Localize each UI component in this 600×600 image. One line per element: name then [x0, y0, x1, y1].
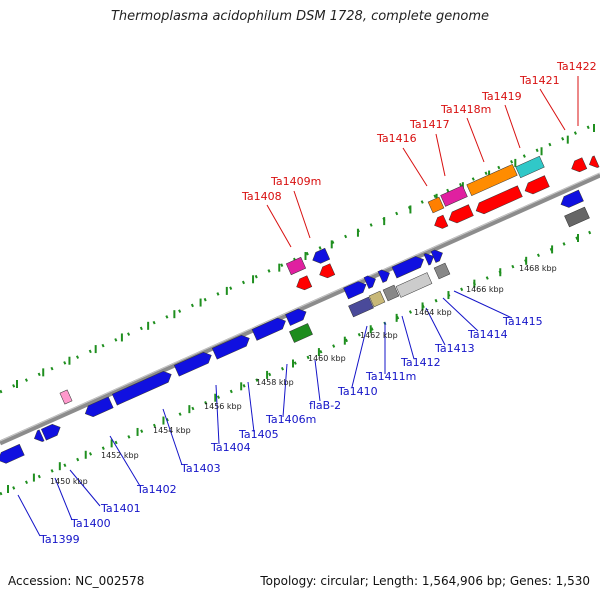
gene-label-ta1401: Ta1401 [100, 502, 141, 515]
gene-label-ta1410: Ta1410 [337, 385, 378, 398]
gene-label-ta1417: Ta1417 [409, 118, 450, 131]
gene-label-ta1422: Ta1422 [556, 60, 597, 73]
gene-arrow [565, 207, 590, 227]
leader-line [505, 105, 520, 148]
gene-label-ta1399: Ta1399 [39, 533, 80, 546]
leader-line [163, 409, 182, 465]
leader-line [315, 360, 320, 401]
gene-label-ta1405: Ta1405 [238, 428, 279, 441]
leader-line [267, 205, 291, 247]
kbp-label: 1454 kbp [153, 426, 191, 435]
upper-tick-track [0, 122, 600, 392]
gene-label-ta1411m: Ta1411m [365, 370, 416, 383]
leader-line [454, 291, 512, 318]
leader-line [436, 134, 445, 176]
kbp-label: 1462 kbp [360, 331, 398, 340]
gene-arrow [32, 430, 44, 444]
gene-arrow [396, 273, 432, 298]
leader-line [283, 364, 287, 417]
gene-arrow [60, 390, 72, 404]
genome-map: 1450 kbp 1452 kbp 1454 kbp 1456 kbp 1458… [0, 0, 600, 600]
leader-line [110, 436, 140, 486]
kbp-label: 1460 kbp [308, 354, 346, 363]
gene-arrow [317, 264, 335, 281]
kbp-label: 1450 kbp [50, 477, 88, 486]
kbp-label: 1456 kbp [204, 402, 242, 411]
leader-line [540, 89, 565, 130]
gene-label-ta1419: Ta1419 [481, 90, 522, 103]
gene-label-ta1404: Ta1404 [210, 441, 251, 454]
genome-backbone [0, 175, 600, 443]
leader-line [467, 118, 484, 162]
gene-arrow [289, 323, 312, 342]
label-leaders [18, 76, 578, 536]
kbp-label: 1458 kbp [256, 378, 294, 387]
kbp-label: 1464 kbp [414, 308, 452, 317]
gene-label-ta1412: Ta1412 [400, 356, 441, 369]
gene-label-flab-2: flaB-2 [309, 399, 341, 412]
gene-arrow [441, 186, 468, 207]
topology-summary: Topology: circular; Length: 1,564,906 bp… [260, 574, 590, 588]
gene-label-ta1403: Ta1403 [180, 462, 221, 475]
gene-arrow [523, 176, 550, 197]
gene-label-ta1402: Ta1402 [136, 483, 177, 496]
gene-arrow [349, 297, 374, 317]
accession-text: Accession: NC_002578 [8, 574, 144, 588]
leader-line [216, 385, 219, 444]
gene-arrow [587, 156, 599, 170]
gene-label-ta1409m: Ta1409m [270, 175, 321, 188]
gene-label-ta1413: Ta1413 [434, 342, 475, 355]
gene-arrow [569, 158, 587, 175]
gene-label-ta1414: Ta1414 [467, 328, 508, 341]
gene-arrow [434, 263, 450, 279]
gene-label-ta1406m: Ta1406m [265, 413, 316, 426]
leader-line [70, 470, 100, 506]
gene-arrow [286, 257, 306, 274]
gene-label-ta1418m: Ta1418m [440, 103, 491, 116]
leader-line [403, 148, 427, 186]
kbp-label: 1452 kbp [101, 451, 139, 460]
leader-line [248, 382, 254, 432]
gene-label-ta1421: Ta1421 [519, 74, 560, 87]
leader-line [402, 316, 414, 359]
gene-arrow [447, 205, 474, 226]
gene-arrow [432, 215, 448, 231]
gene-arrow [428, 197, 444, 213]
gene-arrow [516, 156, 545, 178]
gene-arrow [310, 248, 330, 265]
leader-line [18, 495, 40, 536]
genome-backbone-highlight [0, 173, 600, 441]
gene-label-ta1416: Ta1416 [376, 132, 417, 145]
gene-arrow [294, 276, 312, 293]
leader-line [294, 191, 310, 238]
gene-arrow [0, 444, 24, 466]
gene-label-ta1408: Ta1408 [241, 190, 282, 203]
kbp-label: 1466 kbp [466, 285, 504, 294]
gene-label-ta1415: Ta1415 [502, 315, 543, 328]
kbp-label: 1468 kbp [519, 264, 557, 273]
gene-label-ta1400: Ta1400 [70, 517, 111, 530]
